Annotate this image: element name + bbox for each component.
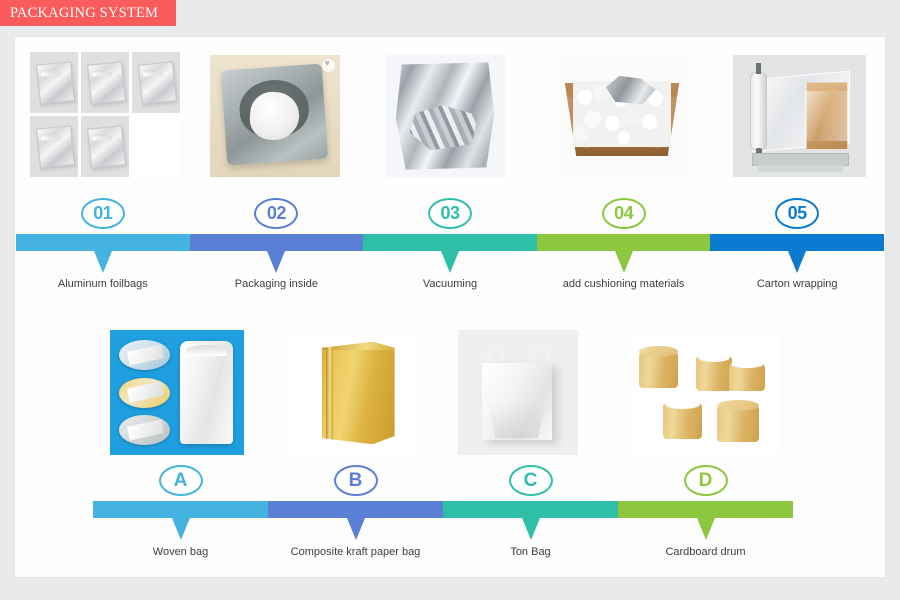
option-image-ton-bag	[458, 330, 578, 455]
woven-bag-detail-inset	[119, 415, 171, 445]
ton-bag-shape	[482, 362, 552, 440]
page-title: PACKAGING SYSTEM	[10, 4, 159, 21]
open-bag-shape	[221, 63, 329, 166]
timeline-pointer-04	[614, 251, 633, 273]
step-badge-02[interactable]: 02	[254, 198, 299, 229]
timeline-segment-b	[268, 501, 443, 518]
timeline-segment-05	[710, 234, 884, 251]
page-title-banner: PACKAGING SYSTEM	[0, 0, 176, 26]
machine-base	[751, 153, 850, 172]
timeline-pointer-03	[441, 251, 459, 273]
option-image-cardboard-drum	[630, 332, 780, 454]
timeline-segment-04	[536, 234, 711, 251]
timeline-segment-c	[443, 501, 618, 518]
film-roll	[750, 63, 767, 157]
option-image-composite-kraft-paper-bag	[288, 332, 418, 454]
foil-bag-cell	[30, 116, 78, 177]
timeline-segment-a	[93, 501, 268, 518]
timeline-pointer-a	[171, 518, 190, 540]
foil-bag-cell-empty	[132, 116, 180, 177]
process-timeline-bar	[16, 234, 884, 273]
step-badge-a[interactable]: A	[158, 465, 203, 496]
step-image-vacuuming	[385, 55, 505, 177]
timeline-pointer-c	[521, 518, 540, 540]
option-image-woven-bag	[110, 330, 244, 455]
step-label-b: Composite kraft paper bag	[290, 546, 421, 558]
ton-bag-loop	[532, 345, 550, 371]
step-label-d: Cardboard drum	[665, 546, 746, 558]
cardboard-drum-open	[696, 352, 732, 391]
timeline-segment-d	[618, 501, 793, 518]
cardboard-drum-lid	[729, 361, 765, 391]
foil-bag-cell	[30, 52, 78, 113]
timeline-pointer-d	[696, 518, 715, 540]
step-image-add-cushioning-materials	[557, 57, 687, 175]
timeline-segment-01	[16, 234, 190, 251]
timeline-segment-03	[363, 234, 537, 251]
step-image-aluminum-foilbags	[30, 52, 180, 177]
timeline-segment-02	[189, 234, 364, 251]
step-label-a: Woven bag	[152, 546, 209, 558]
cardboard-drum-open	[663, 399, 702, 440]
step-badge-c[interactable]: C	[508, 465, 553, 496]
step-label-05: Carton wrapping	[756, 278, 838, 290]
step-badge-03[interactable]: 03	[428, 198, 472, 229]
step-label-03: Vacuuming	[422, 278, 478, 290]
favorite-heart-icon	[322, 58, 335, 72]
step-image-carton-wrapping	[733, 55, 866, 177]
step-badge-d[interactable]: D	[683, 465, 728, 496]
vacuum-foil-shape	[395, 62, 495, 170]
step-badge-05[interactable]: 05	[775, 198, 820, 229]
step-label-04: add cushioning materials	[562, 278, 685, 290]
step-badge-04[interactable]: 04	[601, 198, 646, 229]
woven-bag-detail-inset	[119, 340, 171, 370]
foil-bag-cell	[132, 52, 180, 113]
cardboard-drum	[717, 400, 759, 442]
timeline-pointer-01	[93, 251, 112, 273]
step-image-packaging-inside	[210, 55, 340, 177]
options-timeline-bar	[93, 501, 793, 540]
timeline-pointer-02	[267, 251, 286, 273]
wrapped-carton	[804, 81, 850, 150]
cardboard-drum	[639, 346, 678, 389]
step-badge-b[interactable]: B	[333, 465, 378, 496]
foil-bag-cell	[81, 116, 129, 177]
step-label-02: Packaging inside	[234, 278, 318, 290]
step-label-c: Ton Bag	[510, 546, 551, 558]
gold-kraft-bag-shape	[321, 341, 395, 445]
woven-bag-shape	[179, 341, 234, 444]
timeline-pointer-05	[788, 251, 807, 273]
step-badge-01[interactable]: 01	[80, 198, 125, 229]
ton-bag-loop	[486, 345, 504, 371]
timeline-pointer-b	[346, 518, 365, 540]
woven-bag-detail-inset	[119, 377, 171, 408]
foil-bag-cell	[81, 52, 129, 113]
step-label-01: Aluminum foilbags	[57, 278, 148, 290]
